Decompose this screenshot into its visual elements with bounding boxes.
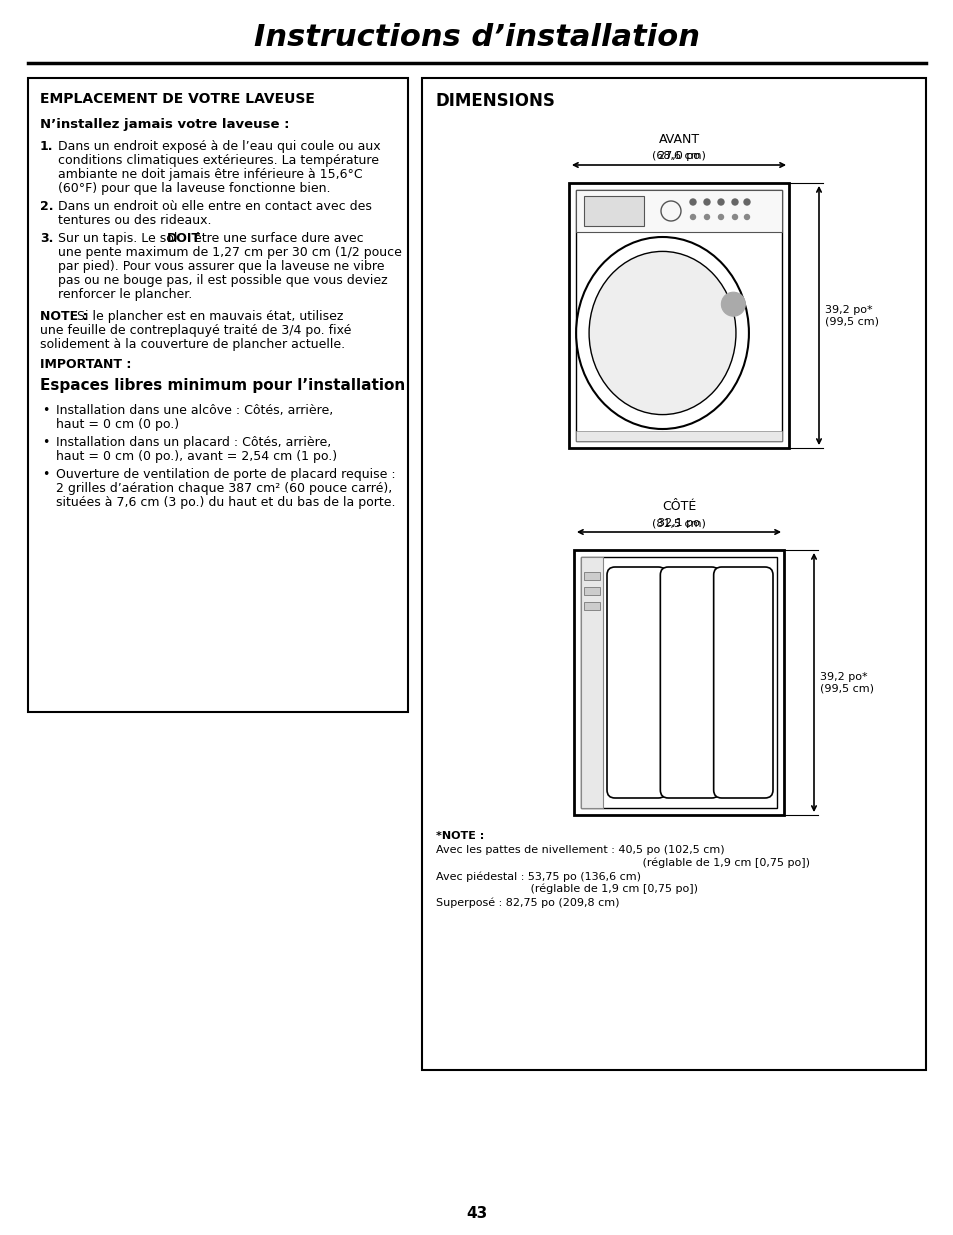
- Circle shape: [743, 199, 749, 205]
- Bar: [580, 557, 602, 808]
- Circle shape: [718, 215, 722, 220]
- Text: •: •: [42, 468, 50, 480]
- Circle shape: [718, 199, 723, 205]
- Ellipse shape: [576, 237, 748, 429]
- Text: (60°F) pour que la laveuse fonctionne bien.: (60°F) pour que la laveuse fonctionne bi…: [58, 182, 330, 195]
- Text: renforcer le plancher.: renforcer le plancher.: [58, 288, 193, 301]
- Text: (réglable de 1,9 cm [0,75 po]): (réglable de 1,9 cm [0,75 po]): [436, 884, 698, 894]
- FancyBboxPatch shape: [659, 567, 719, 798]
- Text: 39,2 po*
(99,5 cm): 39,2 po* (99,5 cm): [820, 672, 873, 693]
- Text: CÔTÉ: CÔTÉ: [661, 500, 696, 513]
- Text: tentures ou des rideaux.: tentures ou des rideaux.: [58, 214, 212, 227]
- Text: 3.: 3.: [40, 232, 53, 245]
- Text: solidement à la couverture de plancher actuelle.: solidement à la couverture de plancher a…: [40, 338, 345, 351]
- Text: Espaces libres minimum pour l’installation: Espaces libres minimum pour l’installati…: [40, 378, 405, 393]
- Text: situées à 7,6 cm (3 po.) du haut et du bas de la porte.: situées à 7,6 cm (3 po.) du haut et du b…: [56, 496, 395, 509]
- Text: AVANT: AVANT: [658, 133, 699, 146]
- Bar: [576, 431, 781, 441]
- Text: (68,6 cm): (68,6 cm): [652, 140, 705, 161]
- Text: Si le plancher est en mauvais état, utilisez: Si le plancher est en mauvais état, util…: [73, 310, 343, 324]
- Text: •: •: [42, 436, 50, 450]
- Text: IMPORTANT :: IMPORTANT :: [40, 358, 132, 370]
- Text: par pied). Pour vous assurer que la laveuse ne vibre: par pied). Pour vous assurer que la lave…: [58, 261, 384, 273]
- Bar: [583, 196, 643, 226]
- Text: DIMENSIONS: DIMENSIONS: [436, 91, 556, 110]
- Text: 2.: 2.: [40, 200, 53, 212]
- Text: haut = 0 cm (0 po.), avant = 2,54 cm (1 po.): haut = 0 cm (0 po.), avant = 2,54 cm (1 …: [56, 450, 336, 463]
- Circle shape: [690, 215, 695, 220]
- Text: *NOTE :: *NOTE :: [436, 831, 484, 841]
- FancyBboxPatch shape: [713, 567, 772, 798]
- Text: 39,2 po*
(99,5 cm): 39,2 po* (99,5 cm): [824, 305, 878, 326]
- Text: une feuille de contreplaquyé traité de 3/4 po. fixé: une feuille de contreplaquyé traité de 3…: [40, 324, 351, 337]
- Circle shape: [731, 199, 738, 205]
- Text: 43: 43: [466, 1205, 487, 1220]
- FancyBboxPatch shape: [606, 567, 665, 798]
- Text: Avec piédestal : 53,75 po (136,6 cm): Avec piédestal : 53,75 po (136,6 cm): [436, 871, 640, 882]
- Bar: [583, 587, 599, 595]
- Bar: [583, 601, 599, 610]
- Circle shape: [720, 293, 744, 316]
- Circle shape: [689, 199, 696, 205]
- Circle shape: [703, 199, 709, 205]
- Text: Instructions d’installation: Instructions d’installation: [253, 23, 700, 53]
- Circle shape: [743, 215, 749, 220]
- Text: Ouverture de ventilation de porte de placard requise :: Ouverture de ventilation de porte de pla…: [56, 468, 395, 480]
- Bar: [574, 550, 783, 815]
- Bar: [421, 78, 925, 1070]
- Text: •: •: [42, 404, 50, 417]
- Text: (81,5 cm): (81,5 cm): [652, 506, 705, 529]
- Ellipse shape: [588, 252, 735, 415]
- Text: Avec les pattes de nivellement : 40,5 po (102,5 cm): Avec les pattes de nivellement : 40,5 po…: [436, 845, 724, 855]
- Bar: [28, 78, 408, 713]
- Text: 1.: 1.: [40, 140, 53, 153]
- Bar: [580, 557, 776, 808]
- Text: DOIT: DOIT: [167, 232, 200, 245]
- Text: Installation dans un placard : Côtés, arrière,: Installation dans un placard : Côtés, ar…: [56, 436, 331, 450]
- Text: Installation dans une alcôve : Côtés, arrière,: Installation dans une alcôve : Côtés, ar…: [56, 404, 333, 417]
- Text: conditions climatiques extérieures. La température: conditions climatiques extérieures. La t…: [58, 154, 378, 167]
- Text: 2 grilles d’aération chaque 387 cm² (60 pouce carré),: 2 grilles d’aération chaque 387 cm² (60 …: [56, 482, 392, 495]
- Bar: [583, 572, 599, 580]
- Text: Superposé : 82,75 po (209,8 cm): Superposé : 82,75 po (209,8 cm): [436, 897, 618, 908]
- Bar: [568, 183, 788, 448]
- Circle shape: [732, 215, 737, 220]
- Bar: [576, 190, 781, 441]
- Text: ambiante ne doit jamais être inférieure à 15,6°C: ambiante ne doit jamais être inférieure …: [58, 168, 362, 182]
- Text: NOTE :: NOTE :: [40, 310, 88, 324]
- Text: pas ou ne bouge pas, il est possible que vous deviez: pas ou ne bouge pas, il est possible que…: [58, 274, 387, 287]
- Text: 27,0 po: 27,0 po: [658, 151, 700, 161]
- Text: EMPLACEMENT DE VOTRE LAVEUSE: EMPLACEMENT DE VOTRE LAVEUSE: [40, 91, 314, 106]
- Text: Dans un endroit où elle entre en contact avec des: Dans un endroit où elle entre en contact…: [58, 200, 372, 212]
- Circle shape: [703, 215, 709, 220]
- Text: une pente maximum de 1,27 cm per 30 cm (1/2 pouce: une pente maximum de 1,27 cm per 30 cm (…: [58, 246, 401, 259]
- Text: N’installez jamais votre laveuse :: N’installez jamais votre laveuse :: [40, 119, 289, 131]
- Text: Dans un endroit exposé à de l’eau qui coule ou aux: Dans un endroit exposé à de l’eau qui co…: [58, 140, 380, 153]
- Text: être une surface dure avec: être une surface dure avec: [190, 232, 363, 245]
- Text: (réglable de 1,9 cm [0,75 po]): (réglable de 1,9 cm [0,75 po]): [436, 858, 809, 868]
- Text: Sur un tapis. Le sol: Sur un tapis. Le sol: [58, 232, 181, 245]
- Bar: [576, 190, 781, 232]
- Text: 32,1 po: 32,1 po: [658, 517, 700, 529]
- Text: haut = 0 cm (0 po.): haut = 0 cm (0 po.): [56, 417, 179, 431]
